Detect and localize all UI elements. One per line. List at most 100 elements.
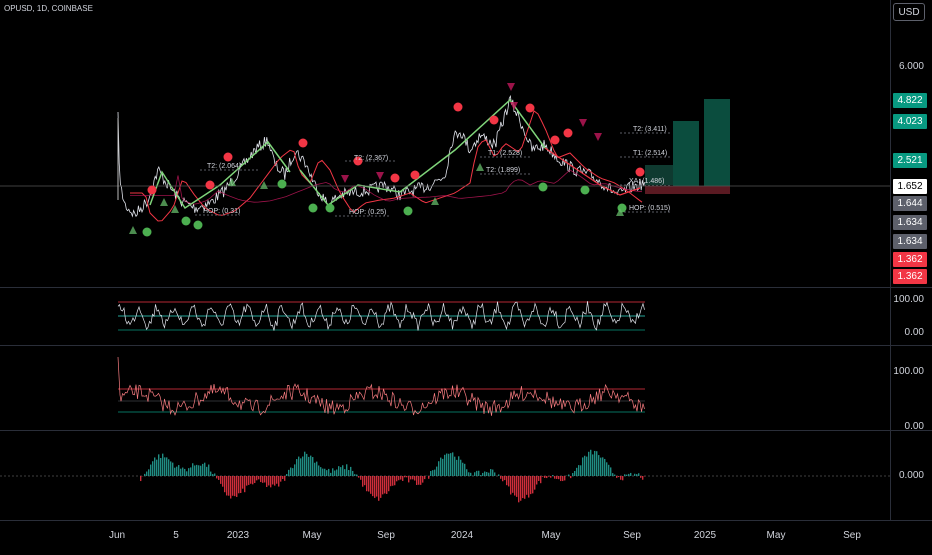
histogram-bar-negative [642,476,643,480]
pane2-tick-low: 0.00 [905,421,924,432]
histogram-bar-positive [434,470,435,476]
pattern-leg [300,100,545,205]
buy-signal-dot [539,183,548,192]
histogram-bar-negative [538,476,539,481]
histogram-bar-negative [554,476,555,479]
histogram-bar-negative [564,476,565,480]
sell-triangle [507,83,515,91]
histogram-bar-positive [332,468,333,476]
histogram-bar-negative [550,476,551,478]
histogram-bar-positive [612,473,613,476]
histogram-bar-negative [378,476,379,501]
currency-button[interactable]: USD [893,3,925,21]
histogram-bar-negative [280,476,281,482]
pane-divider-1[interactable] [0,287,932,288]
histogram-bar-positive [446,453,447,476]
sell-triangle [376,172,384,180]
histogram-bar-positive [354,474,355,476]
histogram-bar-negative [374,476,375,498]
histogram-bar-positive [296,459,297,476]
histogram-bar-positive [628,474,629,476]
histogram-bar-positive [314,463,315,476]
histogram-bar-positive [582,457,583,476]
time-label: 2025 [694,530,716,541]
histogram-bar-positive [188,468,189,476]
histogram-bar-negative [282,476,283,479]
histogram-bar-negative [506,476,507,485]
histogram-bar-positive [584,456,585,476]
histogram-bar-positive [614,475,615,476]
histogram-bar-positive [196,465,197,476]
histogram-bar-positive [482,473,483,476]
histogram-bar-positive [214,473,215,476]
histogram-bar-negative [514,476,515,496]
histogram-bar-positive [578,465,579,476]
histogram-bar-negative [532,476,533,493]
histogram-bar-negative [402,476,403,481]
histogram-bar-negative [502,476,503,481]
histogram-bar-positive [292,468,293,476]
price-axis-divider [890,0,891,520]
histogram-bar-positive [634,474,635,476]
histogram-bar-negative [544,476,545,478]
histogram-bar-positive [334,471,335,476]
histogram-bar-negative [418,476,419,485]
histogram-bar-positive [592,454,593,476]
target-box [673,121,699,193]
histogram-bar-positive [596,451,597,476]
histogram-bar-negative [222,476,223,487]
histogram-bar-negative [274,476,275,486]
histogram-bar-negative [512,476,513,493]
sell-signal-dot [526,104,535,113]
histogram-bar-negative [246,476,247,486]
histogram-bar-negative [362,476,363,487]
histogram-bar-positive [624,474,625,476]
histogram-bar-positive [486,472,487,476]
histogram-bar-positive [322,469,323,476]
histogram-bar-positive [210,472,211,476]
histogram-bar-positive [440,458,441,476]
histogram-bar-negative [270,476,271,487]
histogram-bar-negative [368,476,369,492]
pane-divider-2[interactable] [0,345,932,346]
histogram-bar-negative [556,476,557,479]
histogram-bar-positive [318,465,319,476]
histogram-bar-negative [232,476,233,496]
histogram-bar-negative [262,476,263,483]
histogram-bar-positive [460,460,461,476]
pane-divider-3[interactable] [0,430,932,431]
histogram-bar-positive [576,468,577,476]
histogram-bar-positive [626,475,627,476]
histogram-bar-negative [500,476,501,479]
histogram-bar-positive [454,457,455,476]
price-tag: 1.362 [893,269,927,284]
histogram-bar-positive [158,454,159,476]
histogram-bar-negative [230,476,231,498]
histogram-bar-negative [428,476,429,479]
histogram-bar-positive [474,472,475,476]
histogram-bar-positive [160,458,161,476]
histogram-bar-positive [444,455,445,476]
histogram-bar-positive [478,471,479,476]
histogram-bar-negative [396,476,397,481]
histogram-bar-negative [284,476,285,481]
histogram-bar-negative [376,476,377,497]
histogram-bar-positive [342,465,343,476]
pane1-tick-high: 100.00 [893,294,924,305]
price-tag: 1.634 [893,234,927,249]
histogram-bar-negative [390,476,391,486]
histogram-bar-positive [494,472,495,476]
sell-signal-dot [636,168,645,177]
histogram-bar-positive [316,462,317,476]
histogram-bar-positive [326,470,327,476]
histogram-bar-positive [166,457,167,476]
histogram-bar-positive [288,470,289,476]
histogram-bar-positive [184,469,185,476]
buy-signal-dot [143,228,152,237]
buy-signal-dot [326,204,335,213]
pattern-leg [150,142,290,208]
histogram-bar-negative [522,476,523,498]
histogram-bar-positive [638,473,639,476]
